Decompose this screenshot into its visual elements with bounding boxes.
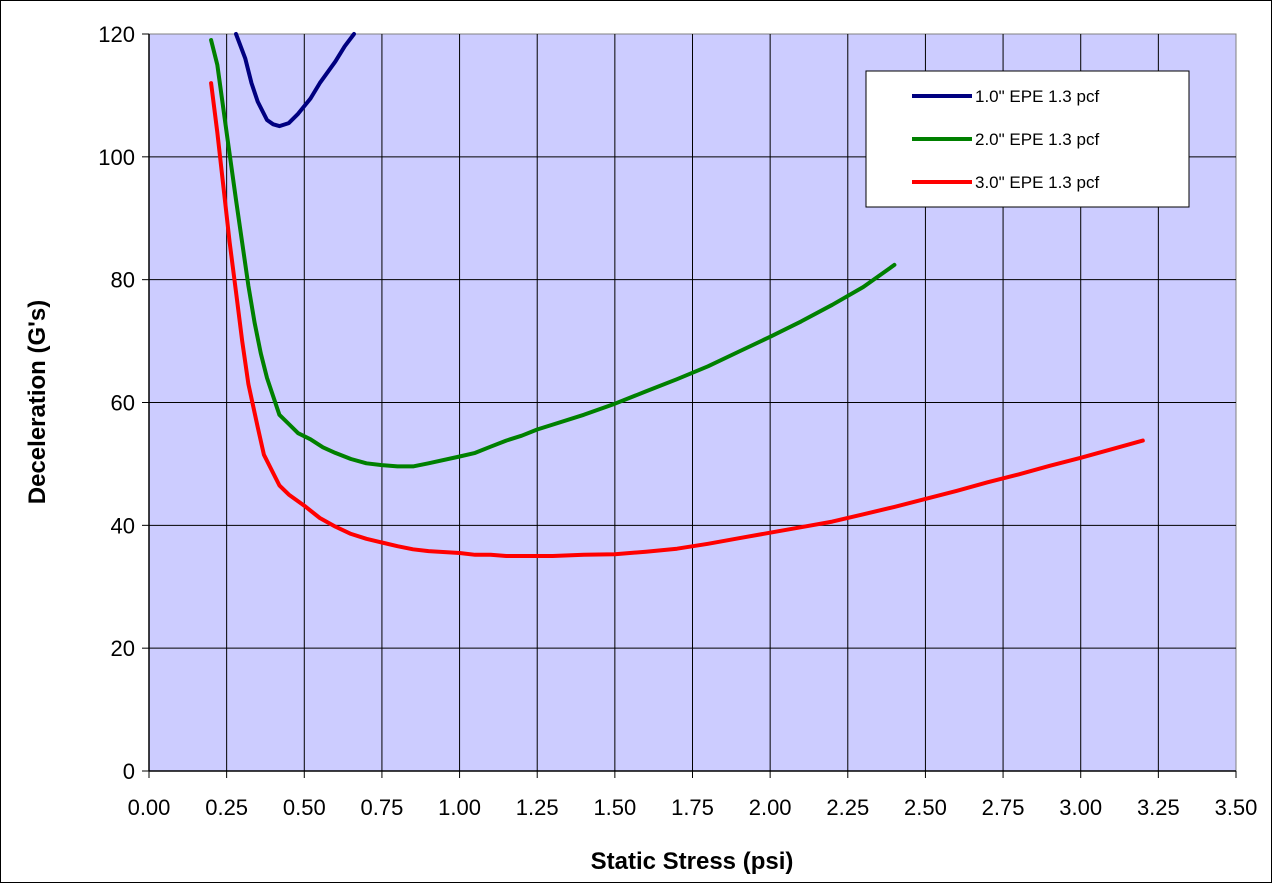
x-tick-labels: 0.00 0.25 0.50 0.75 1.00 1.25 1.50 1.75 2.00 2.25… [128, 795, 1258, 820]
y-tick-label: 80 [111, 268, 135, 293]
series-line-3 [209, 81, 1145, 558]
y-tick-label: 100 [98, 145, 135, 170]
series-lines [209, 32, 1145, 558]
y-tick-label: 120 [98, 22, 135, 47]
x-tick-label: 3.00 [1059, 795, 1102, 820]
x-axis-title: Static Stress (psi) [591, 848, 794, 875]
x-tick-label: 2.00 [749, 795, 792, 820]
y-tick-label: 0 [123, 759, 135, 784]
x-tick-label: 0.50 [283, 795, 326, 820]
x-tick-label: 1.25 [516, 795, 559, 820]
x-tick-label: 1.75 [671, 795, 714, 820]
y-tick-label: 60 [111, 391, 135, 416]
x-tick-label: 1.50 [593, 795, 636, 820]
x-tick-label: 0.75 [361, 795, 404, 820]
x-tick-label: 0.25 [205, 795, 248, 820]
x-tick-label: 3.50 [1215, 795, 1258, 820]
y-tick-label: 40 [111, 513, 135, 538]
y-tick-labels: 0 20 40 60 80 100 120 [98, 22, 135, 784]
legend-label-3: 3.0" EPE 1.3 pcf [975, 173, 1099, 192]
x-tick-label: 0.00 [128, 795, 171, 820]
x-tick-label: 3.25 [1137, 795, 1180, 820]
axes [142, 33, 1237, 778]
x-tick-label: 1.00 [438, 795, 481, 820]
x-tick-label: 2.25 [826, 795, 869, 820]
series-line-1 [234, 32, 356, 129]
series-line-2 [209, 38, 897, 469]
legend: 1.0" EPE 1.3 pcf 2.0" EPE 1.3 pcf 3.0" E… [865, 70, 1190, 208]
legend-label-2: 2.0" EPE 1.3 pcf [975, 130, 1099, 149]
legend-label-1: 1.0" EPE 1.3 pcf [975, 87, 1099, 106]
y-tick-label: 20 [111, 636, 135, 661]
y-axis-title: Deceleration (G's) [24, 300, 51, 504]
x-tick-label: 2.75 [982, 795, 1025, 820]
x-tick-label: 2.50 [904, 795, 947, 820]
